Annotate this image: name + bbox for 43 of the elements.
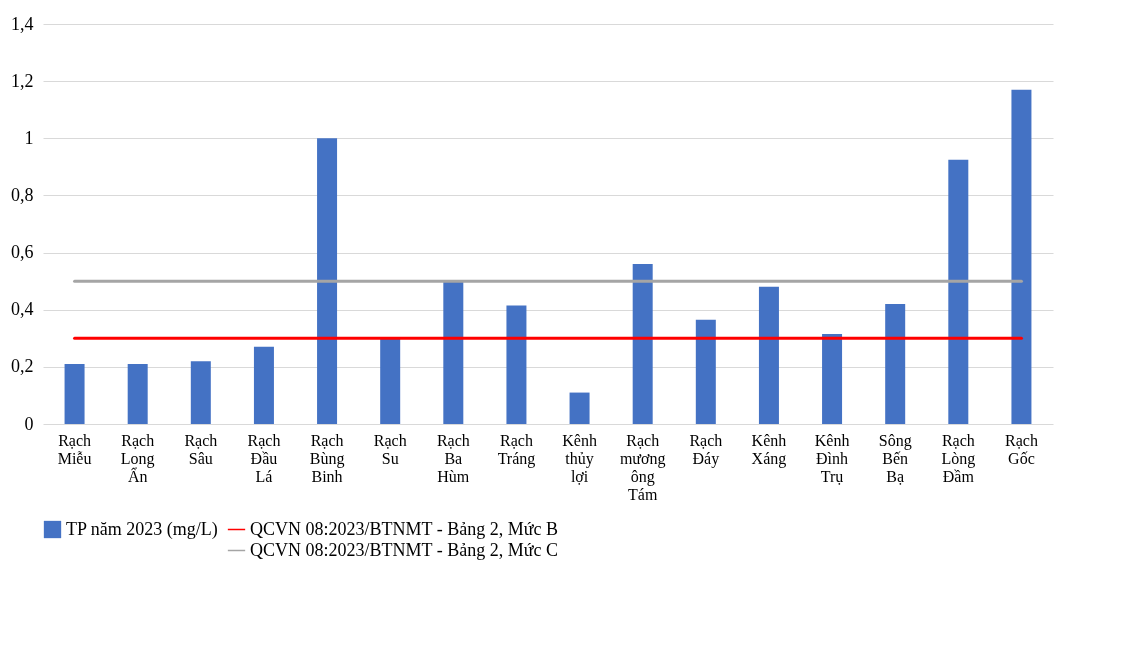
bar <box>190 361 211 424</box>
bar <box>885 304 906 424</box>
bar <box>380 338 401 424</box>
x-tick-label: Kênh Đình Trụ <box>814 431 850 485</box>
x-tick-label: Rạch Lòng Đầm <box>941 431 976 485</box>
x-tick-label: Rạch mương ông Tám <box>619 431 666 503</box>
y-tick-label: 1 <box>24 127 34 148</box>
x-tick-label: Kênh Xáng <box>751 431 787 468</box>
x-tick-label: Kênh thủy lợi <box>562 431 597 485</box>
y-tick-label: 0,2 <box>11 356 34 377</box>
x-tick-label: Sông Bến Bạ <box>878 431 912 485</box>
y-tick-label: 0,6 <box>11 242 34 263</box>
y-tick-label: 0 <box>24 413 34 434</box>
legend-label: TP năm 2023 (mg/L) <box>66 518 218 540</box>
y-tick-label: 0,8 <box>11 184 34 205</box>
bar <box>253 346 274 424</box>
x-tick-label: Rạch Bùng Binh <box>309 431 345 485</box>
y-tick-label: 1,4 <box>11 13 34 34</box>
bar <box>64 364 85 424</box>
bar <box>695 319 716 424</box>
y-tick-label: 1,2 <box>11 70 34 91</box>
bar <box>443 281 464 424</box>
bar <box>569 392 590 424</box>
x-tick-label: Rạch Su <box>373 431 407 467</box>
bar <box>317 138 338 424</box>
legend-label: QCVN 08:2023/BTNMT - Bảng 2, Mức B <box>250 518 558 539</box>
bar <box>127 364 148 424</box>
bar <box>506 305 527 424</box>
bar <box>822 334 843 424</box>
y-tick-label: 0,4 <box>11 299 34 320</box>
x-tick-label: Rạch Miễu <box>57 431 92 467</box>
x-tick-label: Rạch Tráng <box>497 431 536 468</box>
bar <box>1011 89 1032 424</box>
x-tick-label: Rạch Đáy <box>689 431 723 468</box>
bar <box>758 286 779 424</box>
x-tick-label: Rạch Ba Hùm <box>436 431 470 485</box>
bar <box>632 264 653 424</box>
x-tick-label: Rạch Đầu Lá <box>247 431 281 485</box>
bar <box>948 159 969 424</box>
legend-label: QCVN 08:2023/BTNMT - Bảng 2, Mức C <box>250 539 558 560</box>
x-tick-label: Rạch Gốc <box>1005 431 1038 467</box>
x-tick-label: Rạch Sâu <box>184 431 218 467</box>
x-tick-label: Rạch Long Ẩn <box>120 431 155 485</box>
